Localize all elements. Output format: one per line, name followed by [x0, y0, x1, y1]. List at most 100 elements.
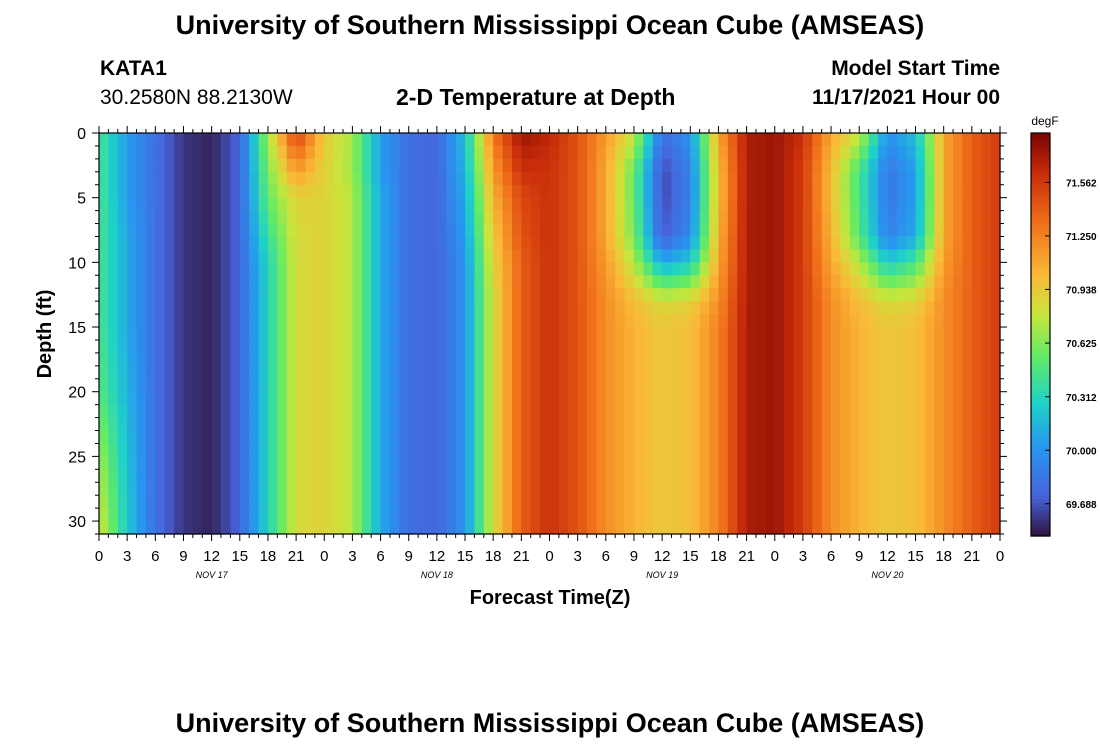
colorbar-segment	[1031, 274, 1050, 279]
heatmap-cell	[314, 495, 325, 509]
heatmap-cell	[352, 223, 363, 238]
heatmap-cell	[896, 495, 907, 509]
heatmap-cell	[633, 430, 644, 445]
heatmap-cell	[887, 171, 898, 186]
heatmap-cell	[859, 275, 870, 289]
heatmap-cell	[605, 184, 616, 199]
heatmap-cell	[230, 430, 241, 445]
heatmap-cell	[577, 378, 588, 393]
heatmap-cell	[709, 508, 720, 522]
heatmap-cell	[211, 327, 222, 341]
heatmap-cell	[380, 249, 391, 263]
station-coordinates: 30.2580N 88.2130W	[100, 86, 293, 109]
colorbar-segment	[1031, 216, 1050, 221]
heatmap-cell	[99, 443, 109, 457]
heatmap-cell	[793, 249, 804, 263]
heatmap-cell	[127, 145, 138, 160]
heatmap-cell	[652, 301, 663, 315]
heatmap-cell	[577, 314, 588, 328]
heatmap-cell	[371, 327, 382, 341]
heatmap-cell	[943, 275, 954, 289]
heatmap-cell	[380, 223, 391, 238]
heatmap-cell	[558, 133, 569, 147]
heatmap-cell	[915, 158, 926, 173]
heatmap-cell	[408, 171, 419, 186]
heatmap-cell	[296, 249, 307, 263]
heatmap-cell	[737, 456, 748, 470]
heatmap-cell	[746, 158, 757, 173]
heatmap-cell	[690, 391, 701, 406]
heatmap-cell	[596, 288, 607, 302]
heatmap-cell	[831, 288, 842, 302]
heatmap-cell	[239, 145, 250, 160]
heatmap-cell	[221, 404, 231, 419]
heatmap-cell	[155, 404, 166, 419]
heatmap-cell	[361, 456, 372, 470]
x-tick-label: 3	[799, 548, 807, 565]
heatmap-cell	[174, 443, 185, 457]
heatmap-cell	[971, 171, 982, 186]
heatmap-cell	[643, 314, 654, 328]
heatmap-cell	[605, 482, 616, 496]
colorbar-segment	[1031, 492, 1050, 497]
heatmap-cell	[136, 275, 147, 289]
heatmap-cell	[709, 158, 720, 173]
heatmap-cell	[718, 391, 729, 406]
heatmap-cell	[483, 417, 494, 432]
heatmap-cell	[521, 327, 532, 341]
heatmap-cell	[727, 521, 738, 535]
heatmap-cell	[436, 223, 447, 238]
heatmap-cell	[521, 133, 532, 147]
heatmap-cell	[737, 443, 748, 457]
heatmap-cell	[971, 223, 982, 238]
heatmap-cell	[896, 145, 907, 160]
heatmap-cell	[737, 404, 748, 419]
heatmap-cell	[155, 495, 166, 509]
heatmap-cell	[221, 249, 231, 263]
heatmap-cell	[831, 133, 842, 147]
heatmap-cell	[277, 262, 288, 276]
heatmap-cell	[755, 495, 766, 509]
heatmap-cell	[314, 314, 325, 328]
heatmap-cell	[849, 197, 860, 212]
heatmap-cell	[324, 314, 335, 328]
heatmap-cell	[389, 301, 400, 315]
heatmap-cell	[493, 391, 504, 406]
x-tick-label: 0	[320, 548, 328, 565]
heatmap-cell	[202, 417, 213, 432]
heatmap-cell	[530, 469, 541, 483]
heatmap-cell	[887, 223, 898, 238]
heatmap-cell	[164, 443, 175, 457]
heatmap-cell	[436, 145, 447, 160]
heatmap-cell	[812, 249, 823, 263]
heatmap-cell	[99, 145, 109, 160]
heatmap-cell	[530, 391, 541, 406]
heatmap-cell	[662, 210, 673, 225]
heatmap-cell	[859, 417, 870, 432]
heatmap-cell	[755, 352, 766, 367]
heatmap-cell	[455, 495, 466, 509]
heatmap-cell	[755, 327, 766, 341]
heatmap-cell	[784, 327, 795, 341]
heatmap-cell	[286, 417, 297, 432]
heatmap-cell	[389, 210, 400, 225]
heatmap-cell	[286, 443, 297, 457]
heatmap-cell	[671, 133, 682, 147]
heatmap-cell	[981, 184, 992, 199]
heatmap-cell	[183, 210, 194, 225]
heatmap-cell	[793, 443, 804, 457]
heatmap-cell	[859, 339, 870, 354]
heatmap-cell	[474, 521, 485, 535]
heatmap-cell	[174, 521, 185, 535]
heatmap-cell	[962, 495, 973, 509]
heatmap-cell	[277, 301, 288, 315]
heatmap-cell	[164, 171, 175, 186]
heatmap-cell	[568, 469, 579, 483]
heatmap-cell	[343, 495, 354, 509]
heatmap-cell	[145, 210, 156, 225]
heatmap-cell	[540, 391, 551, 406]
heatmap-cell	[183, 417, 194, 432]
heatmap-cell	[690, 301, 701, 315]
heatmap-cell	[333, 197, 344, 212]
heatmap-cell	[230, 133, 241, 147]
